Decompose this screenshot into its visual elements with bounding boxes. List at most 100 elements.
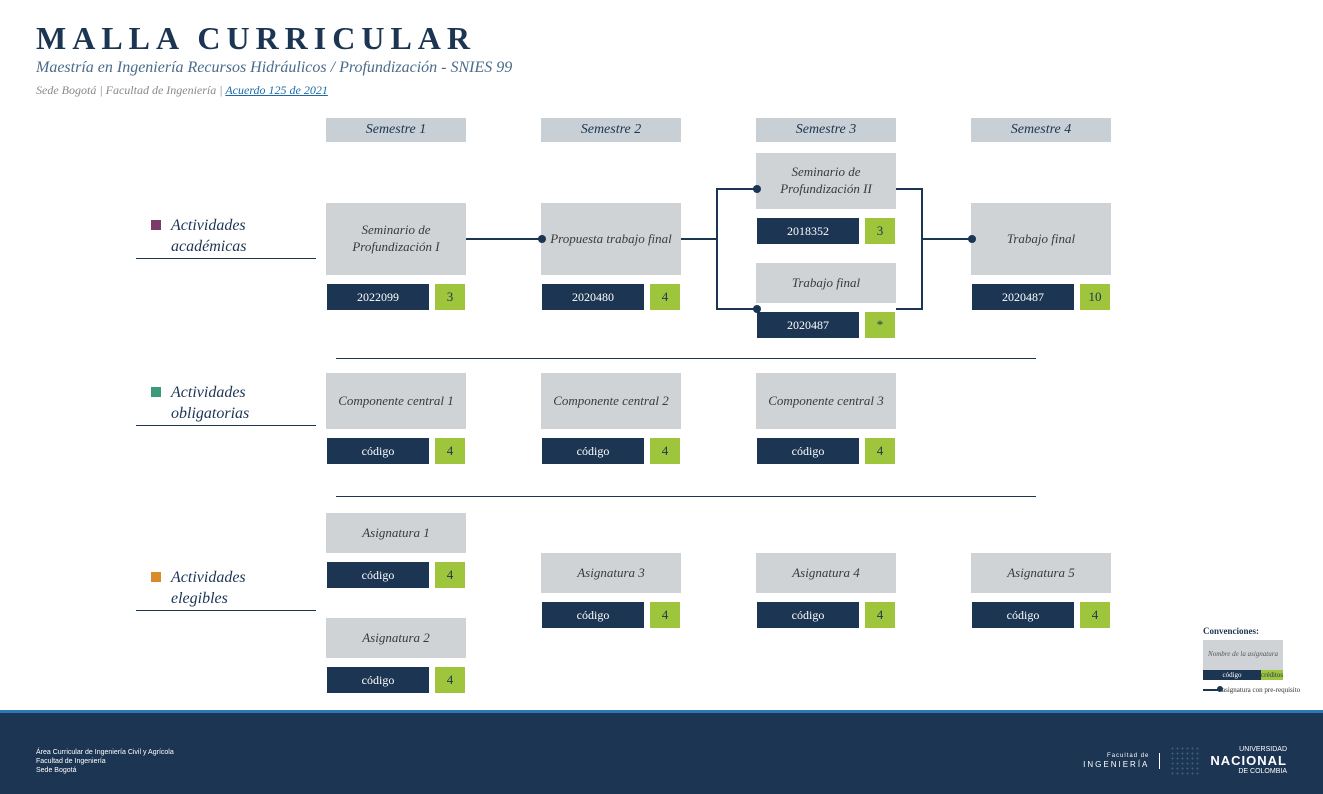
legend-connector-icon <box>1203 689 1219 691</box>
course-credits: 4 <box>864 601 896 629</box>
page-title: MALLA CURRICULAR <box>36 20 1287 57</box>
course-name: Componente central 3 <box>756 373 896 429</box>
connector-line <box>716 188 718 308</box>
course-code: 2020487 <box>756 311 860 339</box>
course-code-row: código4 <box>541 437 681 465</box>
breadcrumb-link[interactable]: Acuerdo 125 de 2021 <box>225 83 328 97</box>
unal-emblem-icon <box>1170 746 1200 776</box>
course-card: Asignatura 5código4 <box>971 553 1111 629</box>
curriculum-grid: Semestre 1Semestre 2Semestre 3Semestre 4… <box>36 118 1287 708</box>
breadcrumb-text: Sede Bogotá | Facultad de Ingeniería | <box>36 83 225 97</box>
course-name: Asignatura 5 <box>971 553 1111 593</box>
course-card: Asignatura 1código4 <box>326 513 466 589</box>
faculty-logo-text: Facultad de INGENIERÍA <box>1083 753 1160 770</box>
row-label: Actividades académicas <box>171 216 301 258</box>
footer-line3: Sede Bogotá <box>36 766 174 775</box>
unal-logo-text: UNIVERSIDAD NACIONAL DE COLOMBIA <box>1210 746 1287 776</box>
section-divider <box>336 496 1036 497</box>
course-code: 2020487 <box>971 283 1075 311</box>
course-card: Trabajo final 2020487* <box>756 263 896 339</box>
course-code-row: código4 <box>756 437 896 465</box>
breadcrumb: Sede Bogotá | Facultad de Ingeniería | A… <box>36 83 1287 98</box>
legend-title: Convenciones: <box>1203 626 1303 636</box>
course-code: código <box>326 437 430 465</box>
row-swatch <box>151 387 161 397</box>
fac-small: Facultad de <box>1083 753 1149 760</box>
row-label: Actividades elegibles <box>171 568 301 610</box>
course-credits: 3 <box>864 217 896 245</box>
legend-course-box: Nombre de la asignatura <box>1203 640 1283 670</box>
legend-code-row: código créditos <box>1203 670 1283 680</box>
connector-line <box>716 308 756 310</box>
course-name: Seminario de Profundización I <box>326 203 466 275</box>
footer-stripe <box>0 710 1323 713</box>
footer: Área Curricular de Ingeniería Civil y Ag… <box>0 710 1323 794</box>
course-card: Componente central 2código4 <box>541 373 681 465</box>
course-credits: * <box>864 311 896 339</box>
unal-small2: DE COLOMBIA <box>1210 768 1287 776</box>
course-card: Componente central 1código4 <box>326 373 466 465</box>
course-name: Asignatura 4 <box>756 553 896 593</box>
course-code-row: 20183523 <box>756 217 896 245</box>
course-code: 2022099 <box>326 283 430 311</box>
course-credits: 4 <box>649 437 681 465</box>
page-subtitle: Maestría en Ingeniería Recursos Hidráuli… <box>36 59 1287 77</box>
course-credits: 4 <box>434 561 466 589</box>
course-code-row: código4 <box>326 437 466 465</box>
course-card: Seminario de Profundización II 20183523 <box>756 153 896 245</box>
course-code-row: 20220993 <box>326 283 466 311</box>
row-label: Actividades obligatorias <box>171 383 301 425</box>
legend-credit-pill: créditos <box>1261 670 1283 680</box>
footer-text: Área Curricular de Ingeniería Civil y Ag… <box>36 748 174 775</box>
footer-line1: Área Curricular de Ingeniería Civil y Ag… <box>36 748 174 757</box>
course-credits: 4 <box>434 437 466 465</box>
course-card: Asignatura 2 código4 <box>326 618 466 694</box>
course-credits: 4 <box>649 601 681 629</box>
legend: Convenciones: Nombre de la asignatura có… <box>1203 626 1303 694</box>
course-credits: 4 <box>434 666 466 694</box>
course-name: Asignatura 2 <box>326 618 466 658</box>
connector-line <box>896 308 921 310</box>
connector-dot-icon <box>753 185 761 193</box>
connector-dot-icon <box>753 305 761 313</box>
course-card: Propuesta trabajo final20204804 <box>541 203 681 311</box>
row-underline <box>136 610 316 611</box>
row-swatch <box>151 220 161 230</box>
course-name: Trabajo final <box>756 263 896 303</box>
course-code: código <box>756 601 860 629</box>
course-code-row: código4 <box>326 666 466 694</box>
course-name: Asignatura 3 <box>541 553 681 593</box>
legend-prereq-label: asignatura con pre-requisito <box>1222 686 1300 694</box>
course-code-row: código4 <box>756 601 896 629</box>
semester-header: Semestre 4 <box>971 118 1111 142</box>
course-name: Seminario de Profundización II <box>756 153 896 209</box>
course-code: código <box>541 437 645 465</box>
section-divider <box>336 358 1036 359</box>
course-code-row: 20204804 <box>541 283 681 311</box>
row-underline <box>136 425 316 426</box>
course-code: 2020480 <box>541 283 645 311</box>
row-swatch <box>151 572 161 582</box>
course-credits: 4 <box>649 283 681 311</box>
header: MALLA CURRICULAR Maestría en Ingeniería … <box>0 0 1323 108</box>
course-code: 2018352 <box>756 217 860 245</box>
semester-header: Semestre 1 <box>326 118 466 142</box>
course-card: Asignatura 4 código4 <box>756 553 896 629</box>
course-card: Seminario de Profundización I 20220993 <box>326 203 466 311</box>
course-card: Trabajo final 202048710 <box>971 203 1111 311</box>
connector-line <box>716 188 756 190</box>
course-code: código <box>756 437 860 465</box>
course-code-row: código4 <box>326 561 466 589</box>
unal-big: NACIONAL <box>1210 754 1287 768</box>
footer-logo: Facultad de INGENIERÍA UNIVERSIDAD NACIO… <box>1083 746 1287 776</box>
course-card: Asignatura 3 código4 <box>541 553 681 629</box>
course-credits: 10 <box>1079 283 1111 311</box>
legend-prereq-line: asignatura con pre-requisito <box>1203 686 1303 694</box>
connector-line <box>466 238 541 240</box>
semester-header: Semestre 3 <box>756 118 896 142</box>
legend-code-pill: código <box>1203 670 1261 680</box>
course-code: código <box>326 666 430 694</box>
course-code-row: código4 <box>541 601 681 629</box>
course-credits: 4 <box>1079 601 1111 629</box>
course-name: Trabajo final <box>971 203 1111 275</box>
